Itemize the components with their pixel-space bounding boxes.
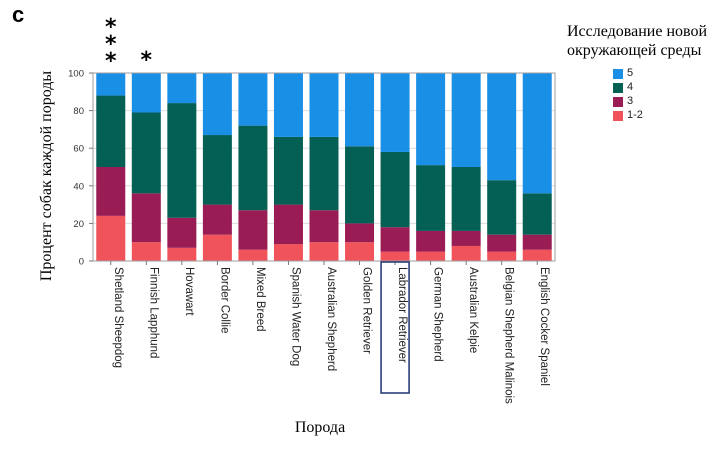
bar-segment-1-2 [96,215,126,261]
x-axis: Shetland Sheepdog Finnish Lapphund Hovawar… [110,261,550,404]
y-tick-label: 80 [73,106,84,117]
bar-segment-1-2 [238,249,268,261]
y-tick-label: 100 [68,69,84,80]
y-tick-label: 20 [73,219,84,230]
legend-label: 4 [627,81,634,93]
bar-segment-1-2 [309,242,339,261]
bar-segment-5 [167,73,197,104]
y-tick-label: 60 [73,144,84,155]
bar-segment-4 [309,136,339,211]
bar-segment-4 [487,180,517,235]
bar-segment-5 [345,73,375,147]
legend-label: 1-2 [627,109,643,121]
legend-swatch [613,97,623,107]
bar-segment-4 [522,193,552,235]
bar-segment-3 [167,217,197,248]
legend-swatch [613,111,623,121]
bar-segment-5 [522,73,552,194]
significance-stars: * * * [105,15,117,74]
bar-segment-3 [309,210,339,243]
bar-segment-3 [131,193,161,243]
legend-swatch [613,83,623,93]
bars [96,73,552,261]
y-tick-label: 40 [73,181,84,192]
bar-segment-4 [96,95,126,167]
x-tick-label: Spanish Water Dog [289,267,301,366]
bar-segment-4 [380,151,410,228]
bar-segment-5 [96,73,126,96]
bar-segment-5 [309,73,339,137]
bar-segment-5 [202,73,232,136]
x-tick-label: Border Collie [218,267,230,333]
bar-segment-1-2 [416,251,446,261]
bar-segment-1-2 [131,242,161,261]
x-tick-label: Belgian Shepherd Malinois [503,267,515,404]
x-tick-label: Mixed Breed [254,267,266,332]
bar-segment-5 [131,73,161,113]
x-tick-label: Golden Retriever [361,267,373,354]
bar-segment-4 [202,135,232,205]
bar-segment-4 [416,165,446,231]
x-tick-label: English Cocker Spaniel [538,267,550,386]
panel-letter: c [12,2,25,27]
legend: Исследование новой окружающей среды 5 4 3 1… [567,22,717,122]
bar-segment-5 [273,73,303,137]
bar-segment-3 [522,234,552,250]
bar-segment-5 [416,73,446,166]
bar-segment-3 [345,223,375,243]
legend-swatch [613,69,623,79]
bar-segment-1-2 [273,244,303,261]
highlight-box [380,261,410,394]
bar-segment-5 [487,73,517,181]
bar-segment-4 [345,146,375,224]
bar-segment-3 [273,204,303,245]
bar-segment-4 [167,103,197,218]
significance-annotations: * * * * [105,15,153,74]
bar-segment-1-2 [167,247,197,261]
bar-segment-4 [273,136,303,205]
bar-segment-1-2 [522,249,552,261]
y-axis: 0 20 40 60 80 100 [68,69,93,268]
legend-item-1-2: 1-2 [613,108,717,122]
bar-segment-4 [238,125,268,211]
x-tick-label: Hovawart [183,267,195,316]
legend-item-4: 4 [613,80,717,94]
x-tick-label: Australian Shepherd [325,267,337,371]
bar-segment-4 [131,112,161,194]
significance-stars: * [141,48,153,73]
x-axis-label: Порода [295,419,345,436]
bar-segment-1-2 [202,234,232,261]
bar-segment-1-2 [451,245,481,261]
bar-segment-1-2 [345,242,375,261]
x-tick-label: Shetland Sheepdog [112,267,124,368]
bar-segment-3 [380,227,410,252]
bar-segment-5 [380,73,410,152]
bar-segment-4 [451,167,481,231]
bar-segment-3 [416,230,446,252]
legend-label: 3 [627,95,634,107]
bar-segment-3 [202,204,232,235]
y-axis-label: Процент собак каждой породы [38,71,55,282]
legend-title: Исследование новой окружающей среды [567,23,708,59]
x-tick-label: German Shepherd [432,267,444,362]
bar-segment-3 [238,210,268,250]
bar-segment-1-2 [380,251,410,261]
bar-segment-5 [238,73,268,126]
legend-item-3: 3 [613,94,717,108]
bar-segment-3 [96,167,126,216]
bar-segment-3 [451,230,481,246]
legend-items: 5 4 3 1-2 [567,66,717,122]
legend-item-5: 5 [613,66,717,80]
bar-segment-3 [487,234,517,252]
x-tick-label: Labrador Retriever [396,267,408,363]
legend-label: 5 [627,67,634,79]
x-tick-label: Finnish Lapphund [147,267,159,358]
y-tick-label: 0 [79,257,84,268]
x-tick-label: Australian Kelpie [467,267,479,353]
bar-segment-1-2 [487,251,517,261]
bar-segment-5 [451,73,481,167]
